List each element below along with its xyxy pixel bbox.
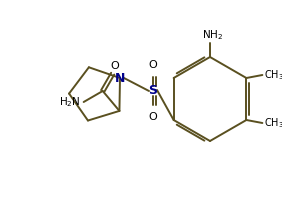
Text: S: S [149, 85, 158, 98]
Text: O: O [149, 112, 157, 122]
Text: H$_2$N: H$_2$N [59, 95, 81, 109]
Text: NH$_2$: NH$_2$ [202, 28, 224, 42]
Text: CH$_3$: CH$_3$ [264, 116, 282, 130]
Text: O: O [110, 61, 119, 71]
Text: CH$_3$: CH$_3$ [264, 68, 282, 82]
Text: O: O [149, 60, 157, 70]
Text: N: N [115, 71, 125, 85]
